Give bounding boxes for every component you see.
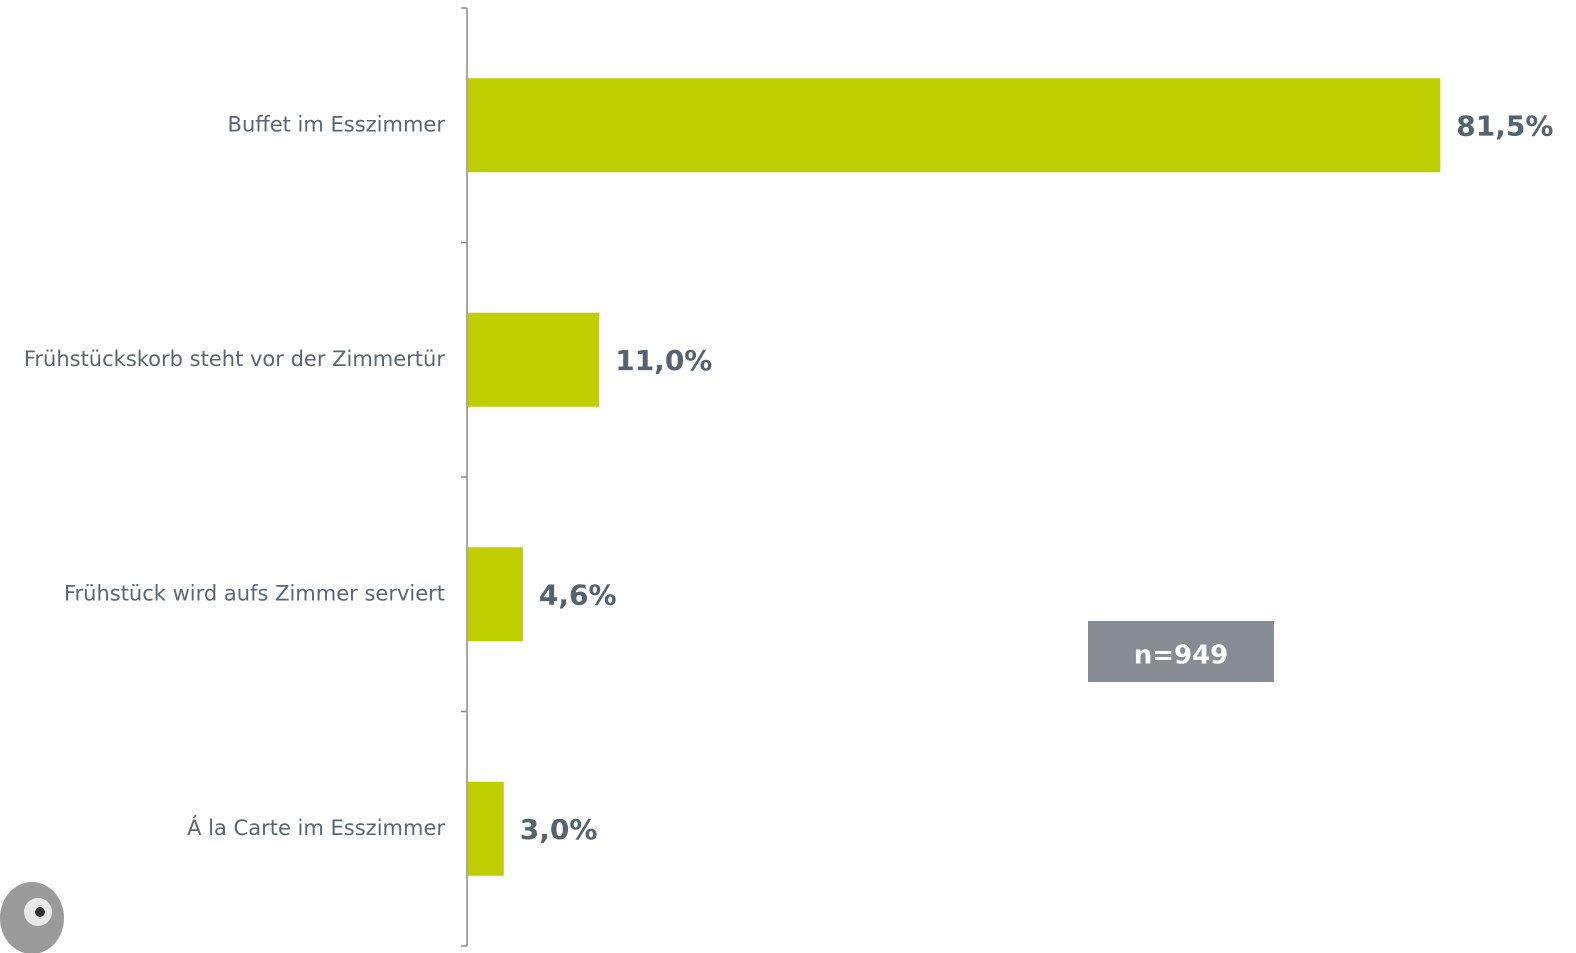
sample-size-box — [1088, 621, 1274, 682]
value-label: 3,0% — [520, 813, 598, 846]
sample-size: n=949 — [1134, 641, 1229, 671]
bar — [468, 78, 1441, 173]
mascot — [0, 882, 64, 953]
value-label: 4,6% — [539, 578, 617, 611]
value-label: 11,0% — [615, 344, 712, 377]
category-label: Á la Carte im Esszimmer — [187, 815, 445, 840]
category-label: Buffet im Esszimmer — [228, 112, 446, 136]
value-label: 81,5% — [1456, 109, 1553, 142]
category-label: Frühstück wird aufs Zimmer serviert — [64, 581, 445, 605]
bar — [468, 312, 600, 407]
bar — [468, 547, 523, 642]
bar — [468, 781, 504, 876]
category-label: Frühstückskorb steht vor der Zimmertür — [24, 347, 446, 371]
